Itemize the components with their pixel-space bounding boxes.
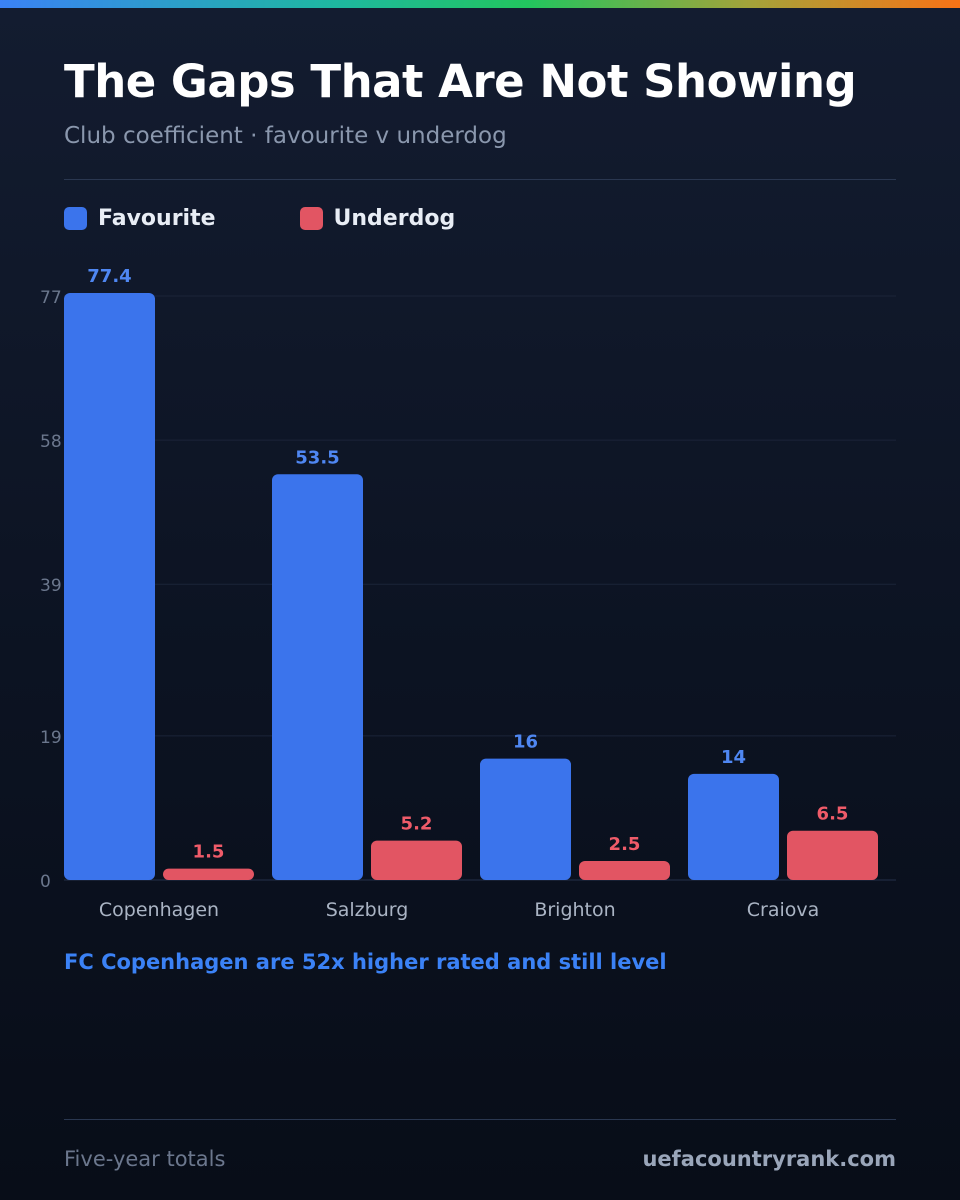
data-label-favourite: 53.5: [295, 447, 339, 468]
data-label-favourite: 77.4: [87, 266, 131, 287]
data-label-underdog: 5.2: [401, 814, 433, 835]
x-tick-label: Craiova: [747, 899, 820, 921]
bar-underdog-brighton: [579, 861, 670, 880]
accent-bar: [0, 0, 960, 8]
legend: Favourite Underdog: [64, 206, 539, 231]
footer-note: Five-year totals: [64, 1147, 226, 1171]
bar-favourite-salzburg: [272, 474, 363, 880]
footer-divider: [64, 1119, 896, 1120]
legend-item-favourite: Favourite: [64, 206, 216, 231]
bar-underdog-copenhagen: [163, 868, 254, 880]
y-tick-label: 58: [40, 432, 62, 452]
legend-label-favourite: Favourite: [98, 206, 216, 231]
bar-underdog-craiova: [787, 830, 878, 880]
data-label-underdog: 2.5: [609, 834, 641, 855]
x-tick-label: Salzburg: [326, 899, 409, 921]
legend-label-underdog: Underdog: [333, 206, 456, 231]
bar-chart: 0 19 39 58 77 77.4 1.5 Copenhagen 53.5 5.2 Salzbur…: [40, 266, 896, 921]
x-tick-label: Copenhagen: [99, 899, 219, 921]
chart-title: The Gaps That Are Not Showing: [64, 55, 857, 108]
x-tick-label: Brighton: [534, 899, 615, 921]
insight-text: FC Copenhagen are 52x higher rated and s…: [64, 950, 667, 974]
y-tick-label: 0: [40, 872, 51, 892]
bar-favourite-brighton: [480, 758, 571, 880]
chart-subtitle: Club coefficient · favourite v underdog: [64, 123, 507, 149]
y-tick-label: 39: [40, 576, 62, 596]
y-tick-label: 77: [40, 288, 62, 308]
data-label-underdog: 1.5: [193, 842, 225, 863]
data-label-underdog: 6.5: [817, 804, 849, 825]
bar-favourite-copenhagen: [64, 293, 155, 880]
legend-swatch-favourite: [64, 207, 87, 230]
legend-swatch-underdog: [299, 207, 323, 230]
bar-favourite-craiova: [688, 773, 779, 880]
legend-item-underdog: Underdog: [299, 206, 456, 231]
bar-underdog-salzburg: [371, 840, 462, 880]
footer-site: uefacountryrank.com: [642, 1147, 896, 1171]
y-tick-label: 19: [40, 728, 62, 748]
header-divider: [64, 179, 896, 180]
data-label-favourite: 14: [721, 747, 746, 768]
data-label-favourite: 16: [513, 732, 538, 753]
